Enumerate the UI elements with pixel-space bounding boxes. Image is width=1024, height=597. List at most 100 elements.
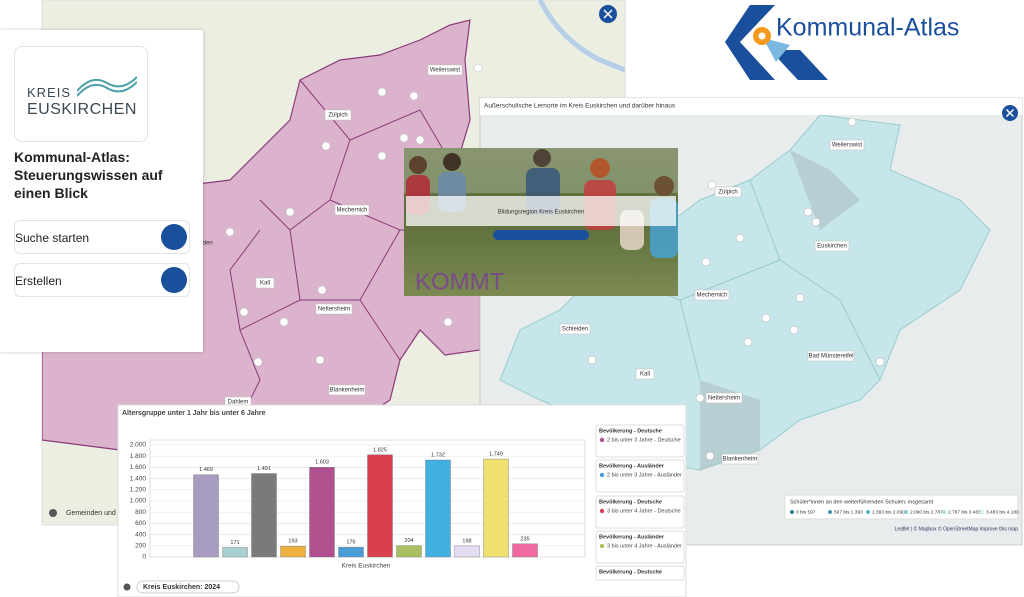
place-label: Schleiden (562, 327, 588, 333)
place-label: Weilerswist (430, 68, 461, 74)
map-attribution: Leaflet | © Mapbox © OpenStreetMap Impro… (895, 525, 1019, 532)
right-place-labels: Weilerswist Zülpich Euskirchen Mechernic… (559, 139, 865, 465)
value-label: 204 (404, 538, 413, 544)
value-label: 1.825 (373, 447, 387, 453)
close-icon (1005, 108, 1015, 118)
y-tick-label: 0 (142, 554, 146, 561)
logo-pin-dot (758, 32, 766, 40)
chart-panel: Altersgruppe unter 1 Jahr bis unter 6 Ja… (117, 404, 687, 597)
legend-label: 2.787 bis 3.483 (948, 509, 981, 515)
value-label: 176 (346, 540, 355, 546)
bar (251, 473, 277, 558)
chart-title: Altersgruppe unter 1 Jahr bis unter 6 Ja… (122, 410, 266, 417)
chart-legend: Bevölkerung - Deutsche 2 bis unter 3 Jahr… (595, 424, 685, 581)
create-button[interactable]: Erstellen (14, 263, 190, 297)
button-label: Erstellen (15, 274, 62, 288)
legend-card (595, 459, 685, 493)
place-label: Zülpich (328, 113, 347, 119)
info-icon[interactable] (123, 583, 131, 591)
place-label: lden (201, 241, 212, 247)
info-icon[interactable] (49, 509, 57, 517)
value-label: 171 (230, 540, 239, 546)
legend-card (595, 424, 685, 458)
y-tick-label: 1.600 (130, 464, 147, 471)
promo-image: Bildungsregion Kreis Euskirchen KOMMT (404, 148, 678, 296)
place-label: Blankenheim (723, 457, 758, 463)
bar (338, 546, 364, 558)
legend-label: 3 bis unter 4 Jahre - Deutsche (607, 508, 681, 514)
y-tick-label: 200 (135, 543, 146, 550)
promo-headline: Bildungsregion Kreis Euskirchen (498, 210, 584, 216)
value-label: 1.732 (431, 452, 445, 458)
place-label: Euskirchen (817, 244, 847, 250)
side-panel: KREIS EUSKIRCHEN Kommunal-Atlas: Steueru… (0, 30, 203, 352)
place-label: Dahlem (228, 400, 249, 406)
y-tick-label: 1.000 (130, 498, 147, 505)
legend-group: Bevölkerung - Deutsche (599, 428, 662, 434)
legend-label: 2.090 bis 2.787 (910, 509, 943, 515)
bar (222, 547, 248, 558)
place-label: Kall (260, 281, 270, 287)
map-title-bar (480, 98, 1022, 115)
button-icon (161, 224, 187, 250)
y-tick-label: 1.200 (130, 487, 147, 494)
legend-swatch (866, 510, 870, 514)
legend-label: 2 bis unter 3 Jahre - Ausländer (607, 472, 682, 478)
x-axis-label: Kreis Euskirchen (342, 563, 391, 570)
year-selector[interactable] (136, 580, 240, 594)
logo-shape (763, 38, 790, 62)
river (537, 0, 625, 73)
legend-swatch (980, 510, 984, 514)
place-label: Mechernich (696, 293, 727, 299)
value-label: 1.491 (257, 466, 271, 472)
panel-title: Kommunal-Atlas: Steuerungswissen auf ein… (14, 149, 163, 201)
logo: Kommunal-Atlas (725, 5, 959, 80)
bar (193, 474, 219, 558)
promo-banner: KOMMT (415, 268, 505, 295)
value-label: 235 (520, 536, 529, 542)
y-tick-label: 400 (135, 531, 146, 538)
bar (280, 545, 306, 558)
legend-swatch (599, 508, 605, 514)
brand-bottom: EUSKIRCHEN (27, 101, 137, 118)
bar (512, 543, 538, 558)
district-shade (700, 150, 860, 470)
location-pins (587, 117, 885, 461)
legend-label: 1.393 bis 2.090 (872, 509, 905, 515)
search-button[interactable]: Suche starten (14, 220, 190, 254)
value-label: 1.469 (199, 467, 213, 473)
legend-swatch (790, 510, 794, 514)
legend-swatch (599, 543, 605, 549)
legend-group: Bevölkerung - Deutsche (599, 569, 662, 575)
place-label: Blankenheim (330, 388, 365, 394)
headline-band (406, 196, 676, 226)
right-map: Außerschulische Lernorte im Kreis Euskir… (479, 97, 1023, 546)
logo-shape (725, 5, 775, 80)
value-label: 193 (288, 539, 297, 545)
chart-plot: 0 200 400 600 800 1.000 1.200 1.400 1.600 1.800 2.… (130, 442, 585, 561)
logo-shape (770, 50, 828, 80)
legend-swatch (828, 510, 832, 514)
legend-swatch (599, 437, 605, 443)
place-label: Nettersheim (708, 396, 740, 402)
place-label: Weilerswist (832, 143, 863, 149)
map-legend-items: 0 bis 597 597 bis 1.393 1.393 bis 2.090 2.0… (790, 509, 1019, 515)
place-label: Nettersheim (318, 307, 350, 313)
bar (367, 454, 393, 558)
legend-label: 3.483 bis 4.180 (986, 509, 1019, 515)
municipality-borders (229, 79, 456, 421)
location-pins (225, 63, 483, 367)
promo-button[interactable] (493, 230, 589, 240)
brand-box: KREIS EUSKIRCHEN (14, 46, 148, 142)
value-label: 198 (462, 538, 471, 544)
legend-card (595, 530, 685, 564)
map-legend-title: Schüler*innen an den weiterführenden Sch… (790, 499, 934, 505)
brand-waves (77, 76, 137, 97)
place-label: Bad Münstereifel (808, 354, 853, 360)
legend-card (595, 495, 685, 529)
y-tick-label: 1.400 (130, 475, 147, 482)
legend-group: Bevölkerung - Ausländer (599, 534, 665, 540)
place-label: Kall (640, 372, 650, 378)
bar (309, 467, 335, 558)
